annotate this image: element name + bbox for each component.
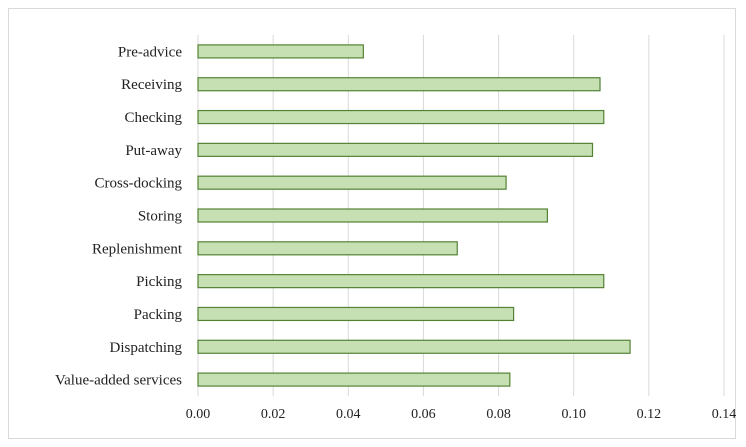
category-label: Packing (134, 307, 183, 323)
category-label: Checking (125, 110, 183, 126)
category-label: Storing (138, 209, 183, 225)
bar (197, 175, 507, 190)
x-tick-label: 0.06 (411, 407, 436, 422)
bar (197, 208, 549, 223)
bar (197, 109, 605, 125)
x-tick-label: 0.10 (561, 407, 586, 422)
bar (197, 372, 511, 387)
bars (197, 44, 631, 387)
category-label: Pre-advice (118, 44, 182, 60)
category-labels: Pre-advice Receiving Checking Put-away Cross… (55, 44, 183, 388)
bar (197, 77, 601, 92)
x-tick-label: 0.02 (261, 407, 286, 422)
category-label: Picking (136, 274, 182, 290)
x-tick-label: 0.14 (712, 407, 737, 422)
x-tick-label: 0.04 (336, 407, 361, 422)
category-label: Put-away (125, 143, 182, 159)
x-tick-label: 0.00 (186, 407, 211, 422)
bar (197, 241, 458, 256)
bar (197, 44, 364, 59)
x-tick-labels: 0.00 0.02 0.04 0.06 0.08 0.10 0.12 0.14 (186, 407, 737, 422)
bar (197, 306, 515, 322)
category-label: Dispatching (110, 340, 183, 356)
bar (197, 339, 631, 354)
category-label: Replenishment (92, 241, 183, 257)
category-label: Value-added services (55, 373, 182, 389)
category-label: Receiving (121, 77, 182, 93)
x-tick-label: 0.08 (486, 407, 511, 422)
bar (197, 142, 594, 157)
category-label: Cross-docking (95, 176, 183, 192)
x-tick-label: 0.12 (637, 407, 662, 422)
bar (197, 274, 605, 289)
